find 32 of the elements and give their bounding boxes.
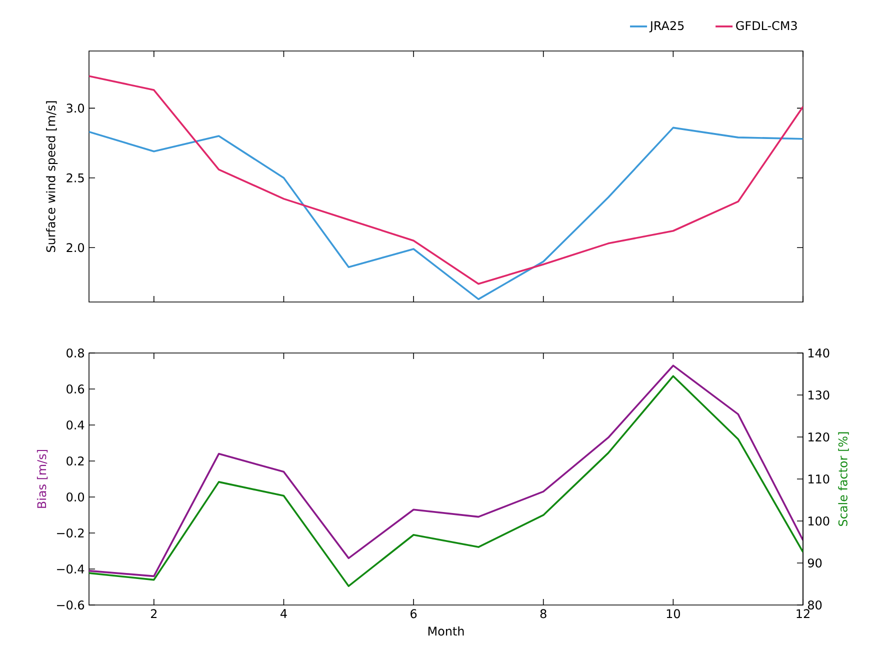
y2-tick-label: 140 bbox=[808, 348, 830, 358]
line-series bbox=[89, 126, 804, 300]
y-tick-label: 2.5 bbox=[66, 173, 84, 182]
y-tick-label: 3.0 bbox=[66, 104, 84, 113]
x-tick-label: 4 bbox=[280, 609, 287, 618]
legend-label: JRA25 bbox=[649, 21, 684, 32]
y-axis-title: Surface wind speed [m/s] bbox=[46, 101, 58, 252]
y-tick-label: −0.2 bbox=[57, 528, 84, 538]
x-tick-label: 8 bbox=[540, 609, 546, 618]
y2-tick-label: 100 bbox=[808, 516, 830, 526]
y-tick-label: 0.2 bbox=[66, 456, 84, 466]
x-tick-label: 6 bbox=[410, 609, 417, 618]
y2-tick-label: 90 bbox=[808, 558, 822, 568]
y-axis-title: Bias [m/s] bbox=[36, 450, 48, 508]
y-tick-label: 0.6 bbox=[66, 384, 84, 394]
y-tick-label: 0.8 bbox=[66, 348, 84, 358]
x-tick-label: 12 bbox=[796, 609, 810, 618]
y2-axis-title: Scale factor [%] bbox=[838, 432, 849, 526]
y2-tick-label: 80 bbox=[808, 600, 822, 610]
x-tick-label: 10 bbox=[666, 609, 680, 618]
x-tick-label: 2 bbox=[150, 609, 157, 618]
y-tick-label: −0.4 bbox=[57, 564, 84, 574]
x-axis-title: Month bbox=[428, 626, 464, 636]
y2-tick-label: 130 bbox=[808, 390, 830, 400]
y2-tick-label: 110 bbox=[808, 474, 830, 484]
y2-tick-label: 120 bbox=[808, 432, 830, 442]
legend-label: GFDL-CM3 bbox=[736, 21, 797, 30]
y-tick-label: −0.6 bbox=[57, 600, 84, 610]
y-tick-label: 2.0 bbox=[66, 243, 84, 252]
line-series bbox=[89, 75, 804, 285]
y-tick-label: 0.4 bbox=[66, 420, 84, 430]
y-tick-label: 0.0 bbox=[66, 492, 84, 502]
